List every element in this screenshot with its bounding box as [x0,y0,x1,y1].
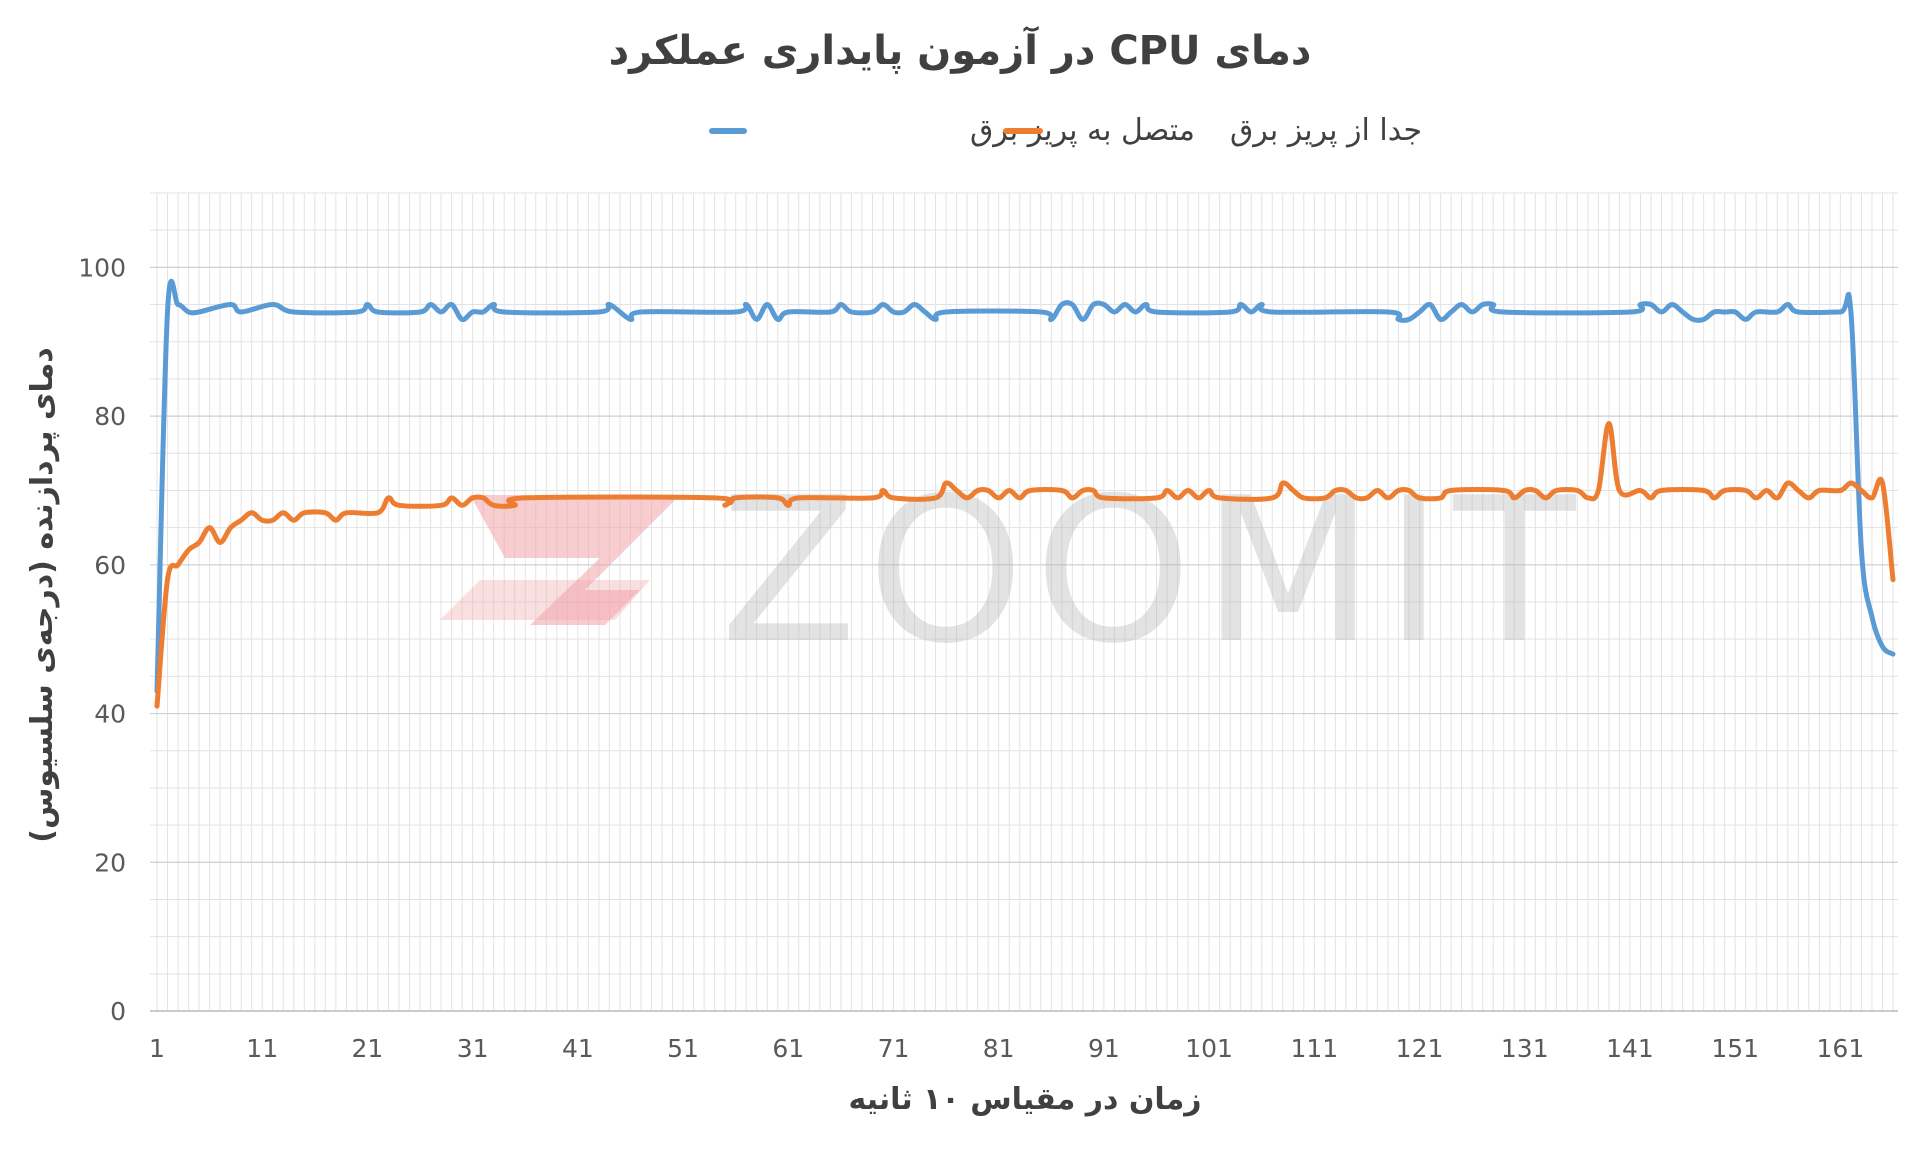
x-tick-label: 11 [246,1034,278,1063]
y-tick-label: 20 [94,848,126,877]
legend-label-battery: جدا از پریز برق [1230,113,1422,148]
chart-title: دمای CPU در آزمون پایداری عملکرد [609,25,1312,74]
series-line-on-battery [154,421,1896,709]
x-tick-label: 31 [457,1034,489,1063]
x-tick-label: 1 [149,1034,165,1063]
y-axis-title: دمای پردازنده (درجه‌ی سلسیوس) [25,347,60,842]
zoomit-watermark: ZOOMIT [440,455,1586,688]
y-axis-ticks: 0 20 40 60 80 100 [78,253,126,1026]
y-tick-label: 80 [94,402,126,431]
x-tick-label: 71 [878,1034,910,1063]
x-tick-label: 161 [1817,1034,1865,1063]
y-tick-label: 40 [94,700,126,729]
x-tick-label: 81 [983,1034,1015,1063]
x-tick-label: 111 [1290,1034,1338,1063]
x-tick-label: 61 [772,1034,804,1063]
y-tick-label: 60 [94,551,126,580]
x-tick-label: 141 [1606,1034,1654,1063]
y-tick-label: 0 [110,997,126,1026]
x-tick-label: 151 [1711,1034,1759,1063]
x-tick-label: 121 [1396,1034,1444,1063]
major-gridlines [150,266,1898,1012]
x-tick-label: 131 [1501,1034,1549,1063]
zoomit-logo-stripe [440,580,650,620]
zoomit-watermark-text: ZOOMIT [720,455,1586,688]
legend: متصل به پریز برق جدا از پریز برق [709,113,1422,148]
series-layer [154,278,1896,709]
x-axis-title: زمان در مقیاس ۱۰ ثانیه [848,1082,1201,1117]
x-axis-ticks: 1 11 21 31 41 51 61 71 81 91 101 111 121 131 141 151 161 [149,1034,1864,1063]
x-tick-label: 41 [562,1034,594,1063]
x-tick-label: 21 [352,1034,384,1063]
zoomit-logo-icon [470,495,680,625]
x-tick-label: 101 [1185,1034,1233,1063]
y-tick-label: 100 [78,253,126,282]
x-tick-label: 51 [667,1034,699,1063]
series-line-plugged-in [154,278,1896,694]
x-tick-label: 91 [1088,1034,1120,1063]
